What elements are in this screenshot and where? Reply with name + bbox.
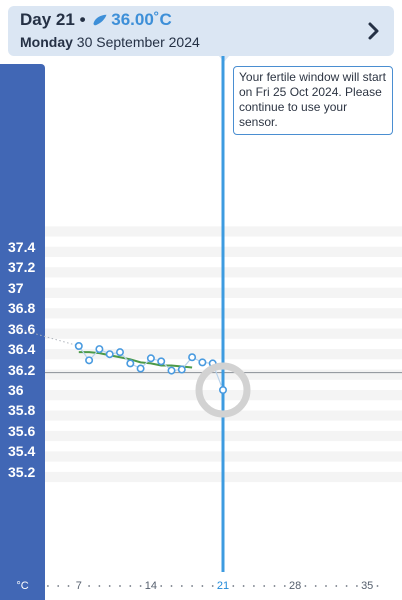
x-axis-dot <box>57 585 60 587</box>
x-tick-label: 35 <box>361 580 374 592</box>
x-axis-dot <box>253 585 255 587</box>
x-axis-dot <box>263 585 266 587</box>
fertile-window-tooltip: Your fertile window will start on Fri 25… <box>233 66 393 135</box>
y-tick-label: 36.2 <box>8 361 36 378</box>
measurement-point <box>157 357 166 366</box>
next-day-button[interactable] <box>362 18 386 44</box>
x-tick-label: 14 <box>144 580 158 592</box>
y-tick-label: 35.4 <box>8 443 36 460</box>
x-axis-dot <box>211 585 214 587</box>
measurement-point <box>95 345 104 354</box>
x-axis-dot <box>180 585 183 587</box>
measurement-point <box>116 348 125 357</box>
x-axis-dot <box>356 585 358 587</box>
tooltip-text: Your fertile window will start on Fri 25… <box>239 70 386 129</box>
x-axis-dot <box>232 585 235 587</box>
x-axis-dot <box>376 585 379 587</box>
x-axis-dot <box>345 585 348 587</box>
x-axis-dot <box>335 585 338 587</box>
unit-label: °C <box>0 572 45 600</box>
y-tick-label: 36.8 <box>8 300 36 317</box>
y-tick-label: 37.4 <box>8 238 36 255</box>
measurement-point <box>85 356 94 365</box>
day-temperature-line: Day 21 • 36.00˚C <box>20 9 394 32</box>
temperature-chart[interactable] <box>0 0 402 572</box>
x-axis-dot <box>119 585 121 587</box>
measurement-point <box>74 342 83 351</box>
day-summary-card[interactable]: Day 21 • 36.00˚C Monday 30 September 202… <box>8 6 394 56</box>
separator-dot: • <box>79 10 86 29</box>
x-axis-dot <box>273 585 276 587</box>
x-axis-dot <box>129 585 132 587</box>
x-axis-dot <box>325 585 327 587</box>
measurement-point <box>167 366 176 375</box>
x-axis-dot <box>139 585 142 587</box>
x-axis-dot <box>304 585 307 587</box>
trend-line <box>78 351 193 369</box>
measurement-point <box>136 364 145 373</box>
x-tick-current-day: 21 <box>216 580 230 592</box>
measurement-point <box>105 350 114 359</box>
x-axis-dot <box>108 585 111 587</box>
x-tick-label: 28 <box>288 580 302 592</box>
y-tick-label: 37 <box>8 279 24 296</box>
x-axis-dot <box>242 585 245 587</box>
y-tick-label: 35.6 <box>8 422 36 439</box>
measurement-point <box>177 365 186 374</box>
x-axis-dot <box>98 585 101 587</box>
y-tick-label: 35.2 <box>8 463 36 480</box>
y-tick-label: 36 <box>8 382 24 398</box>
day-label: Day 21 <box>20 10 75 29</box>
x-axis-dot <box>201 585 204 587</box>
y-axis-panel: 37.4 37.2 37 36.8 36.6 36.4 36.2 36 35.8 35.6 35.4… <box>0 64 45 572</box>
x-axis-dot <box>314 585 317 587</box>
extrapolation-line <box>16 328 79 347</box>
measurement-point <box>146 354 155 363</box>
y-tick-label: 36.4 <box>8 341 36 358</box>
x-axis-dot <box>67 585 70 587</box>
measurement-point <box>188 353 197 362</box>
x-axis-dot <box>170 585 173 587</box>
weekday-label: Monday <box>20 34 73 50</box>
drop-icon <box>92 10 108 32</box>
measurement-point <box>219 385 228 394</box>
measurement-point <box>198 358 207 367</box>
y-tick-label: 35.8 <box>8 402 36 419</box>
x-axis-dot <box>160 585 163 587</box>
y-tick-label: 37.2 <box>8 259 36 276</box>
x-axis-dot <box>88 585 90 587</box>
measurement-point <box>126 359 135 368</box>
chevron-right-icon <box>368 22 379 40</box>
x-axis-dot <box>191 585 194 587</box>
x-tick-label: 7 <box>75 580 82 592</box>
selected-day-ring <box>195 362 251 418</box>
y-tick-label: 36.6 <box>8 320 36 337</box>
date-label: 30 September 2024 <box>76 34 200 50</box>
temperature-value: 36.00˚C <box>111 10 172 29</box>
x-axis-dot <box>283 585 286 587</box>
x-axis-dots <box>47 585 379 587</box>
x-axis[interactable]: 7 14 21 28 35 <box>45 572 402 600</box>
x-axis-dot <box>47 585 49 587</box>
date-line: Monday 30 September 2024 <box>20 33 394 51</box>
